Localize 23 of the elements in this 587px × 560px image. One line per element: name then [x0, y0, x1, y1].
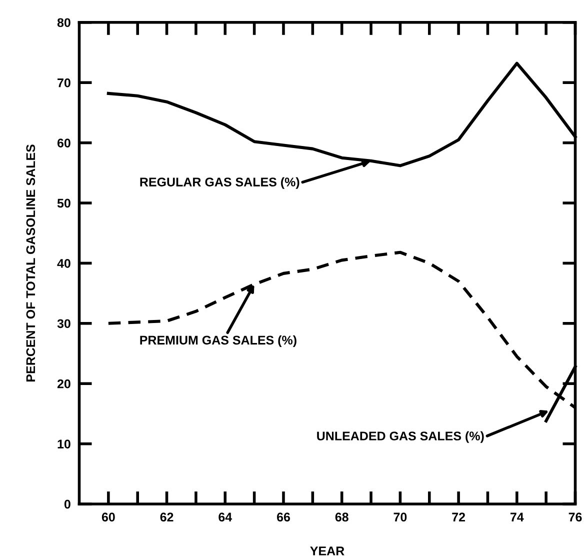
x-tick-label: 74 [510, 512, 524, 522]
y-tick-label: 50 [57, 198, 70, 208]
y-tick-label: 80 [57, 18, 70, 28]
y-axis-title: PERCENT OF TOTAL GASOLINE SALES [26, 144, 36, 382]
x-tick-label: 70 [394, 512, 407, 522]
y-tick-label: 60 [57, 138, 70, 148]
x-tick-label: 68 [335, 512, 348, 522]
y-tick-label: 40 [57, 259, 70, 268]
annotation: REGULAR GAS SALES (%) [140, 177, 300, 189]
x-tick-label: 76 [568, 512, 582, 522]
x-tick-label: 64 [218, 512, 232, 522]
y-tick-label: 20 [57, 379, 70, 388]
x-tick-label: 72 [452, 512, 465, 522]
x-tick-label: 60 [102, 512, 115, 522]
y-tick-label: 10 [58, 440, 70, 448]
annotation: UNLEADED GAS SALES (%) [317, 431, 484, 443]
y-tick-label: 0 [64, 500, 70, 509]
y-tick-label: 30 [57, 319, 70, 328]
x-axis-title: YEAR [310, 546, 344, 556]
x-tick-label: 62 [160, 512, 174, 522]
x-tick-label: 66 [276, 512, 290, 522]
y-tick-label: 70 [58, 78, 70, 88]
annotation: PREMIUM GAS SALES (%) [140, 335, 296, 348]
